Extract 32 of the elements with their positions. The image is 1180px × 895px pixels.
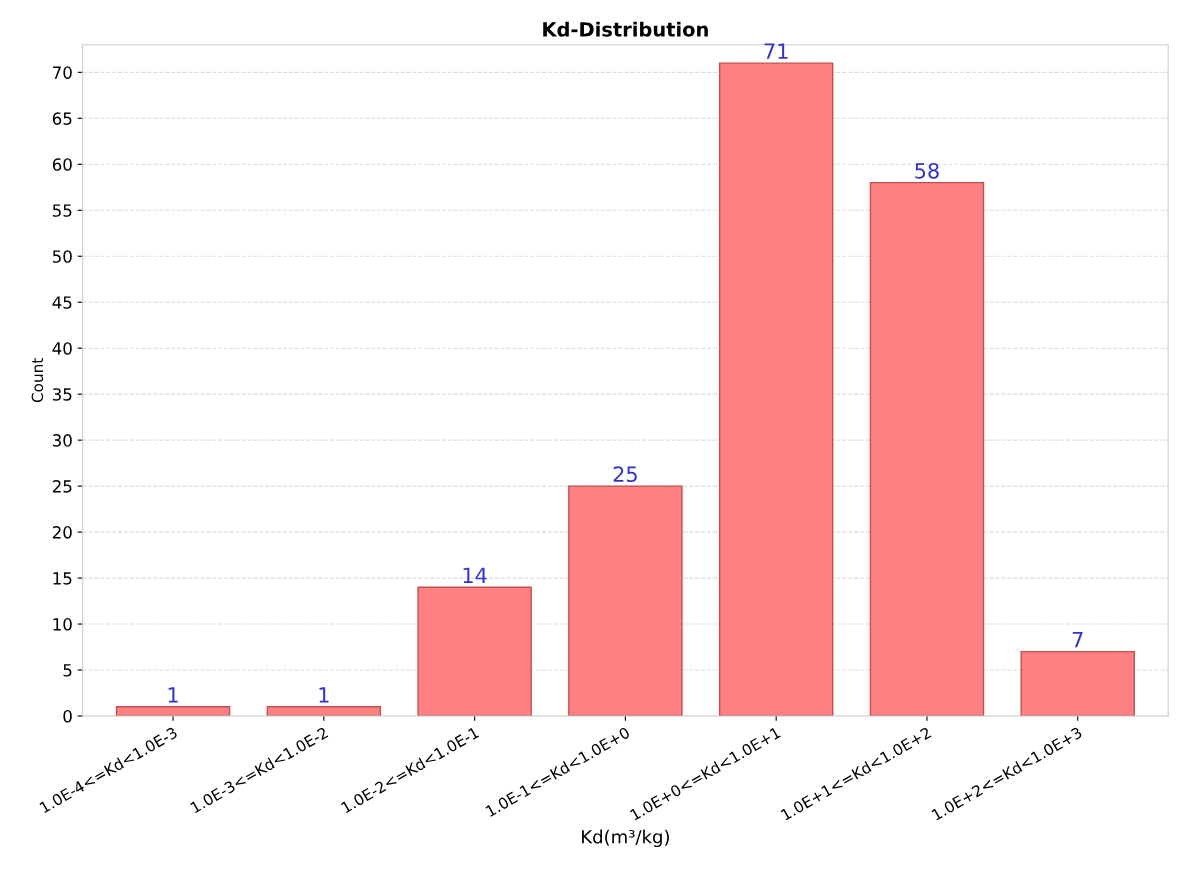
y-tick-label: 65 — [52, 112, 72, 125]
y-tick-label: 45 — [52, 296, 72, 309]
data-label: 25 — [613, 466, 637, 483]
y-tick-label: 0 — [63, 709, 72, 723]
y-tick-label: 55 — [52, 204, 72, 217]
x-axis-title: Kd(m³/kg) — [582, 829, 669, 848]
y-tick-label: 20 — [52, 526, 72, 539]
y-tick-label: 15 — [53, 572, 72, 585]
data-label: 14 — [463, 567, 487, 583]
data-label: 71 — [764, 43, 788, 59]
y-axis-title: Count — [31, 358, 44, 403]
bar — [718, 62, 834, 716]
y-tick-label: 50 — [52, 250, 72, 263]
bar — [1020, 650, 1135, 716]
bar — [417, 586, 532, 716]
y-tick-label: 30 — [52, 434, 72, 447]
bar — [115, 706, 231, 716]
bar — [869, 181, 985, 716]
chart-title: Kd-Distribution — [543, 21, 708, 37]
y-tick-label: 5 — [63, 664, 72, 677]
bar — [266, 706, 382, 716]
y-tick-label: 25 — [52, 480, 72, 493]
bar — [568, 485, 683, 716]
y-tick-label: 10 — [53, 618, 72, 631]
data-label: 1 — [319, 687, 329, 703]
y-tick-label: 60 — [52, 158, 72, 171]
y-tick-label: 40 — [52, 342, 72, 355]
data-label: 7 — [1072, 632, 1083, 648]
y-tick-label: 70 — [53, 66, 72, 79]
data-label: 1 — [168, 687, 178, 703]
y-tick-label: 35 — [52, 388, 72, 401]
data-label: 58 — [915, 162, 939, 179]
